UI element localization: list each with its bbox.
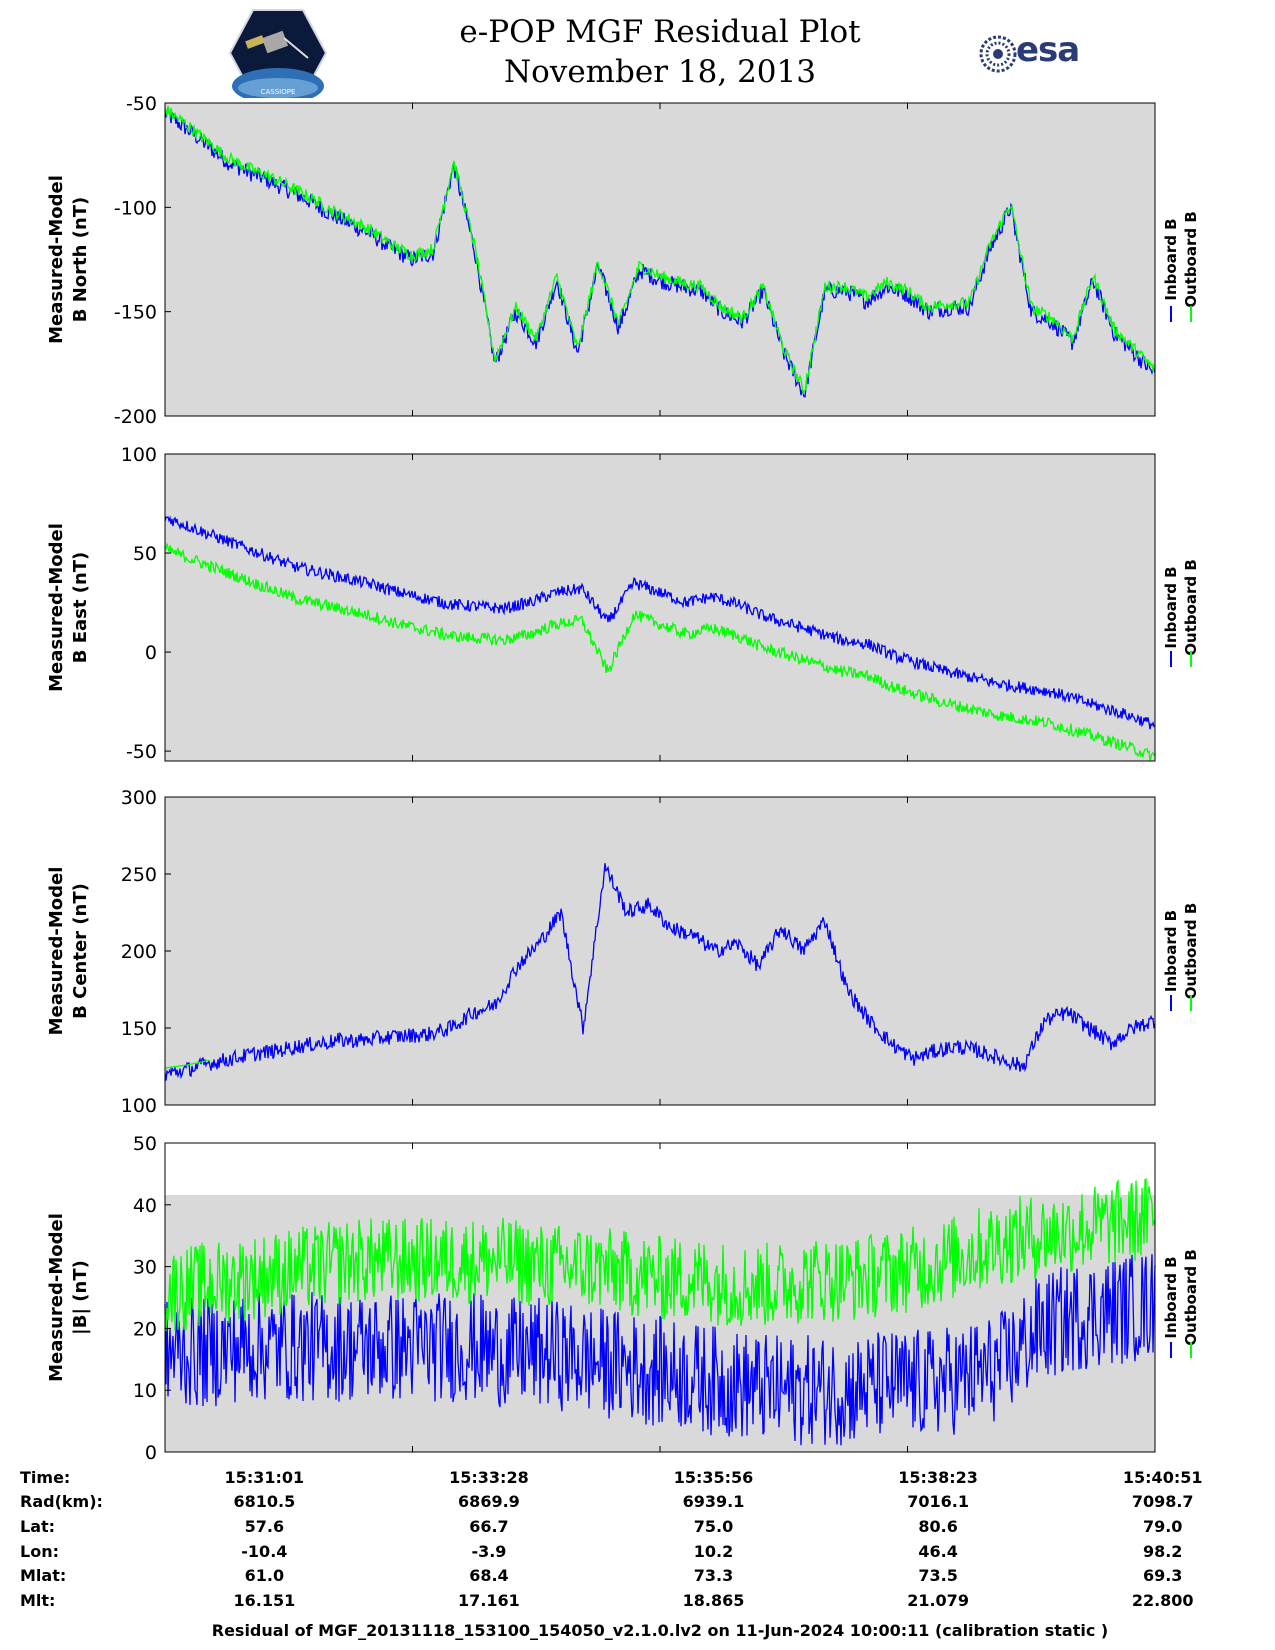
orbit-cell: 16.151 (233, 1590, 296, 1610)
legend-outboard-2: Outboard B (1182, 559, 1200, 656)
cassiope-mission-logo: CASSIOPE (228, 8, 328, 104)
legend-inboard-2: Inboard B (1162, 566, 1180, 648)
y-axis-sublabel-2: B East (nT) (70, 552, 91, 664)
footer-caption: Residual of MGF_20131118_153100_154050_v… (211, 1621, 1109, 1640)
orbit-cell: 57.6 (244, 1516, 285, 1536)
y-axis-label-3: Measured-Model (46, 867, 67, 1036)
legend-outboard-1: Outboard B (1182, 211, 1200, 308)
orbit-cell: 69.3 (1142, 1566, 1183, 1586)
y-tick-label-3: 300 (121, 787, 157, 809)
orbit-cell: 7098.7 (1131, 1492, 1194, 1512)
orbit-info-table: Time: 15:31:01 15:33:28 15:35:56 15:38:23 15:… (20, 1465, 1275, 1613)
series-line-outboard-b-1 (164, 106, 1156, 395)
orbit-row: Time: 15:31:01 15:33:28 15:35:56 15:38:23 15:… (20, 1465, 1275, 1490)
orbit-row: Mlat: 61.0 68.4 73.3 73.5 69.3 (20, 1563, 1275, 1588)
y-tick-label-4: 50 (133, 1133, 157, 1155)
y-tick-label-4: 30 (133, 1257, 157, 1279)
y-tick-label-2: -50 (126, 741, 157, 763)
y-axis-label-1: Measured-Model (46, 175, 67, 344)
y-tick-label-2: 0 (145, 642, 157, 664)
series-line-inboard-b-3 (164, 863, 1156, 1081)
orbit-row-label: Lon: (20, 1541, 59, 1561)
orbit-cell: 6869.9 (458, 1492, 520, 1512)
y-tick-label-1: -100 (114, 197, 157, 219)
plot-title: e-POP MGF Residual Plot (459, 14, 861, 50)
legend-inboard-1: Inboard B (1162, 218, 1180, 300)
y-axis-label-4: Measured-Model (46, 1213, 67, 1382)
series-line-outboard-b-3 (164, 1059, 210, 1069)
orbit-cell: -3.9 (471, 1541, 507, 1561)
orbit-cell: 18.865 (682, 1590, 745, 1610)
y-tick-label-1: -50 (126, 93, 157, 115)
y-axis-sublabel-3: B Center (nT) (70, 883, 91, 1019)
orbit-cell: 61.0 (244, 1566, 285, 1586)
y-tick-label-2: 50 (133, 543, 157, 565)
legend-inboard-4: Inboard B (1162, 1256, 1180, 1338)
orbit-cell: 15:35:56 (673, 1467, 754, 1487)
y-tick-label-4: 40 (133, 1195, 157, 1217)
legend-outboard-3: Outboard B (1182, 903, 1200, 1000)
orbit-row-label: Mlt: (20, 1590, 56, 1610)
orbit-cell: 75.0 (693, 1516, 734, 1536)
orbit-row: Lat: 57.6 66.7 75.0 80.6 79.0 (20, 1514, 1275, 1539)
orbit-cell: 7016.1 (907, 1492, 969, 1512)
y-tick-label-3: 200 (121, 941, 157, 963)
orbit-row: Mlt: 16.151 17.161 18.865 21.079 22.800 (20, 1588, 1275, 1613)
orbit-cell: 68.4 (469, 1566, 509, 1586)
y-axis-sublabel-1: B North (nT) (70, 197, 91, 323)
y-tick-label-3: 100 (121, 1095, 157, 1117)
esa-logo: esa (978, 30, 1098, 76)
orbit-cell: 22.800 (1131, 1590, 1194, 1610)
orbit-cell: 21.079 (907, 1590, 969, 1610)
orbit-cell: 98.2 (1142, 1541, 1183, 1561)
orbit-row-label: Time: (20, 1467, 71, 1487)
orbit-cell: 15:33:28 (449, 1467, 529, 1487)
y-tick-label-4: 0 (145, 1442, 157, 1464)
orbit-row: Lon: -10.4 -3.9 10.2 46.4 98.2 (20, 1539, 1275, 1564)
series-line-outboard-b-4 (164, 1177, 1156, 1332)
plot-background-3 (165, 797, 1155, 1105)
orbit-row-label: Mlat: (20, 1566, 67, 1586)
orbit-cell: 17.161 (458, 1590, 520, 1610)
orbit-row: Rad(km): 6810.5 6869.9 6939.1 7016.1 7098.7 (20, 1490, 1275, 1515)
y-tick-label-1: -200 (114, 406, 157, 428)
y-tick-label-1: -150 (114, 302, 157, 324)
series-line-inboard-b-4 (164, 1254, 1156, 1446)
orbit-row-label: Lat: (20, 1516, 56, 1536)
y-tick-label-4: 10 (133, 1380, 157, 1402)
orbit-row-label: Rad(km): (20, 1492, 103, 1512)
y-tick-label-4: 20 (133, 1318, 157, 1340)
orbit-cell: 15:38:23 (898, 1467, 978, 1487)
series-line-outboard-b-2 (164, 541, 1156, 761)
orbit-cell: 6939.1 (682, 1492, 745, 1512)
y-tick-label-3: 250 (121, 864, 157, 886)
orbit-cell: 10.2 (693, 1541, 734, 1561)
orbit-cell: 79.0 (1142, 1516, 1183, 1536)
orbit-cell: -10.4 (241, 1541, 288, 1561)
legend-inboard-3: Inboard B (1162, 910, 1180, 992)
y-axis-sublabel-4: |B| (nT) (70, 1260, 91, 1335)
orbit-cell: 46.4 (918, 1541, 958, 1561)
plot-background-1 (165, 103, 1155, 416)
y-tick-label-3: 150 (121, 1018, 157, 1040)
orbit-cell: 15:31:01 (224, 1467, 305, 1487)
orbit-cell: 66.7 (469, 1516, 509, 1536)
esa-logo-text: esa (1016, 30, 1080, 70)
orbit-cell: 80.6 (918, 1516, 958, 1536)
orbit-cell: 73.5 (918, 1566, 958, 1586)
y-axis-label-2: Measured-Model (46, 523, 67, 692)
legend-outboard-4: Outboard B (1182, 1249, 1200, 1346)
plot-date: November 18, 2013 (504, 54, 816, 90)
y-tick-label-2: 100 (121, 444, 157, 466)
orbit-cell: 15:40:51 (1122, 1467, 1203, 1487)
series-line-inboard-b-2 (164, 515, 1156, 730)
mission-logo-text: CASSIOPE (261, 88, 296, 96)
orbit-cell: 73.3 (693, 1566, 734, 1586)
orbit-cell: 6810.5 (233, 1492, 296, 1512)
